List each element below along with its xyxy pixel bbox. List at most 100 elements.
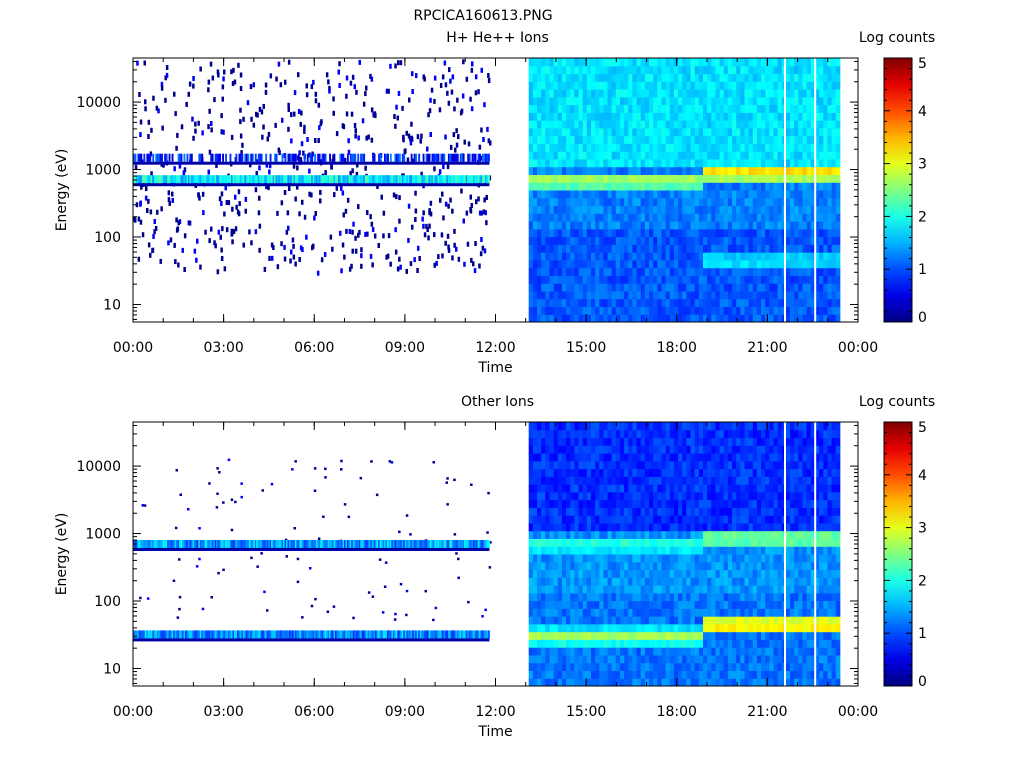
spectrogram-cell <box>720 74 725 82</box>
count-speck <box>198 527 201 530</box>
spectrogram-cell <box>624 260 629 268</box>
spectrogram-cell <box>711 299 716 307</box>
spectrogram-cell <box>678 151 683 159</box>
spectrogram-cell <box>774 74 779 82</box>
spectrogram-cell <box>740 128 745 136</box>
spectrogram-cell <box>595 663 600 671</box>
count-speck <box>306 83 309 88</box>
spectrogram-cell <box>579 97 584 105</box>
spectrogram-cell <box>745 260 750 268</box>
spectrogram-cell <box>603 105 608 113</box>
spectrogram-cell <box>603 81 608 89</box>
spectrogram-cell <box>703 299 708 307</box>
spectrogram-cell <box>798 260 803 268</box>
spectrogram-cell <box>720 213 725 221</box>
spectrogram-cell <box>550 213 555 221</box>
spectrogram-cell <box>595 81 600 89</box>
spectrogram-cell <box>637 314 642 322</box>
spectrogram-cell <box>624 175 629 183</box>
spectrogram-cell <box>761 314 766 322</box>
spectrogram-cell <box>666 307 671 315</box>
spectrogram-cell <box>761 151 766 159</box>
spectrogram-cell <box>827 299 832 307</box>
spectrogram-cell <box>591 616 596 624</box>
count-speck <box>179 596 182 599</box>
count-speck <box>414 191 417 196</box>
spectrogram-cell <box>570 244 575 252</box>
count-speck <box>216 506 219 509</box>
spectrogram-cell <box>628 268 633 276</box>
spectrogram-cell <box>699 159 704 167</box>
spectrogram-cell <box>641 190 646 198</box>
spectrogram-cell <box>703 175 708 183</box>
count-speck <box>255 187 258 192</box>
count-speck <box>446 477 449 480</box>
spectrogram-cell <box>823 182 828 190</box>
spectrogram-cell <box>603 89 608 97</box>
count-speck <box>311 605 314 608</box>
count-speck <box>243 243 246 248</box>
spectrogram-cell <box>583 221 588 229</box>
count-speck <box>352 617 355 620</box>
spectrogram-cell <box>736 283 741 291</box>
spectrogram-cell <box>533 616 538 624</box>
spectrogram-cell <box>545 151 550 159</box>
spectrogram-cell <box>574 453 579 461</box>
count-speck <box>420 134 423 139</box>
spectrogram-cell <box>620 252 625 260</box>
spectrogram-cell <box>537 198 542 206</box>
spectrogram-cell <box>583 430 588 438</box>
spectrogram-cell <box>541 159 546 167</box>
spectrogram-cell <box>637 252 642 260</box>
spectrogram-cell <box>550 283 555 291</box>
spectrogram-cell <box>616 120 621 128</box>
spectrogram-cell <box>587 167 592 175</box>
spectrogram-cell <box>686 268 691 276</box>
spectrogram-cell <box>819 136 824 144</box>
count-speck <box>204 230 207 235</box>
spectrogram-cell <box>765 244 770 252</box>
spectrogram-cell <box>595 461 600 469</box>
spectrogram-cell <box>533 81 538 89</box>
spectrogram-cell <box>740 58 745 66</box>
spectrogram-cell <box>678 229 683 237</box>
count-speck <box>144 106 147 111</box>
count-speck <box>149 253 152 258</box>
count-speck <box>327 79 330 84</box>
spectrogram-cell <box>666 58 671 66</box>
count-speck <box>420 139 423 144</box>
count-speck <box>352 249 355 254</box>
spectrogram-cell <box>545 647 550 655</box>
spectrogram-cell <box>595 190 600 198</box>
count-speck <box>389 64 392 69</box>
spectrogram-cell <box>628 182 633 190</box>
spectrogram-cell <box>707 190 712 198</box>
spectrogram-cell <box>786 128 791 136</box>
spectrogram-cell <box>807 81 812 89</box>
spectrogram-cell <box>724 175 729 183</box>
spectrogram-cell <box>794 128 799 136</box>
spectrogram-cell <box>695 120 700 128</box>
count-speck <box>487 73 490 78</box>
spectrogram-cell <box>550 151 555 159</box>
spectrogram-cell <box>728 213 733 221</box>
spectrogram-cell <box>624 283 629 291</box>
spectrogram-cell <box>570 58 575 66</box>
spectrogram-cell <box>537 515 542 523</box>
spectrogram-cell <box>599 562 604 570</box>
spectrogram-cell <box>537 229 542 237</box>
count-speck <box>265 90 268 95</box>
spectrogram-cell <box>628 275 633 283</box>
spectrogram-cell <box>558 190 563 198</box>
spectrogram-cell <box>740 66 745 74</box>
spectrogram-cell <box>595 275 600 283</box>
spectrogram-cell <box>757 182 762 190</box>
spectrogram-cell <box>566 500 571 508</box>
spectrogram-cell <box>682 314 687 322</box>
spectrogram-cell <box>657 151 662 159</box>
band-cell <box>191 154 193 162</box>
spectrogram-cell <box>628 175 633 183</box>
count-speck <box>208 238 211 243</box>
spectrogram-cell <box>707 198 712 206</box>
spectrogram-cell <box>798 159 803 167</box>
